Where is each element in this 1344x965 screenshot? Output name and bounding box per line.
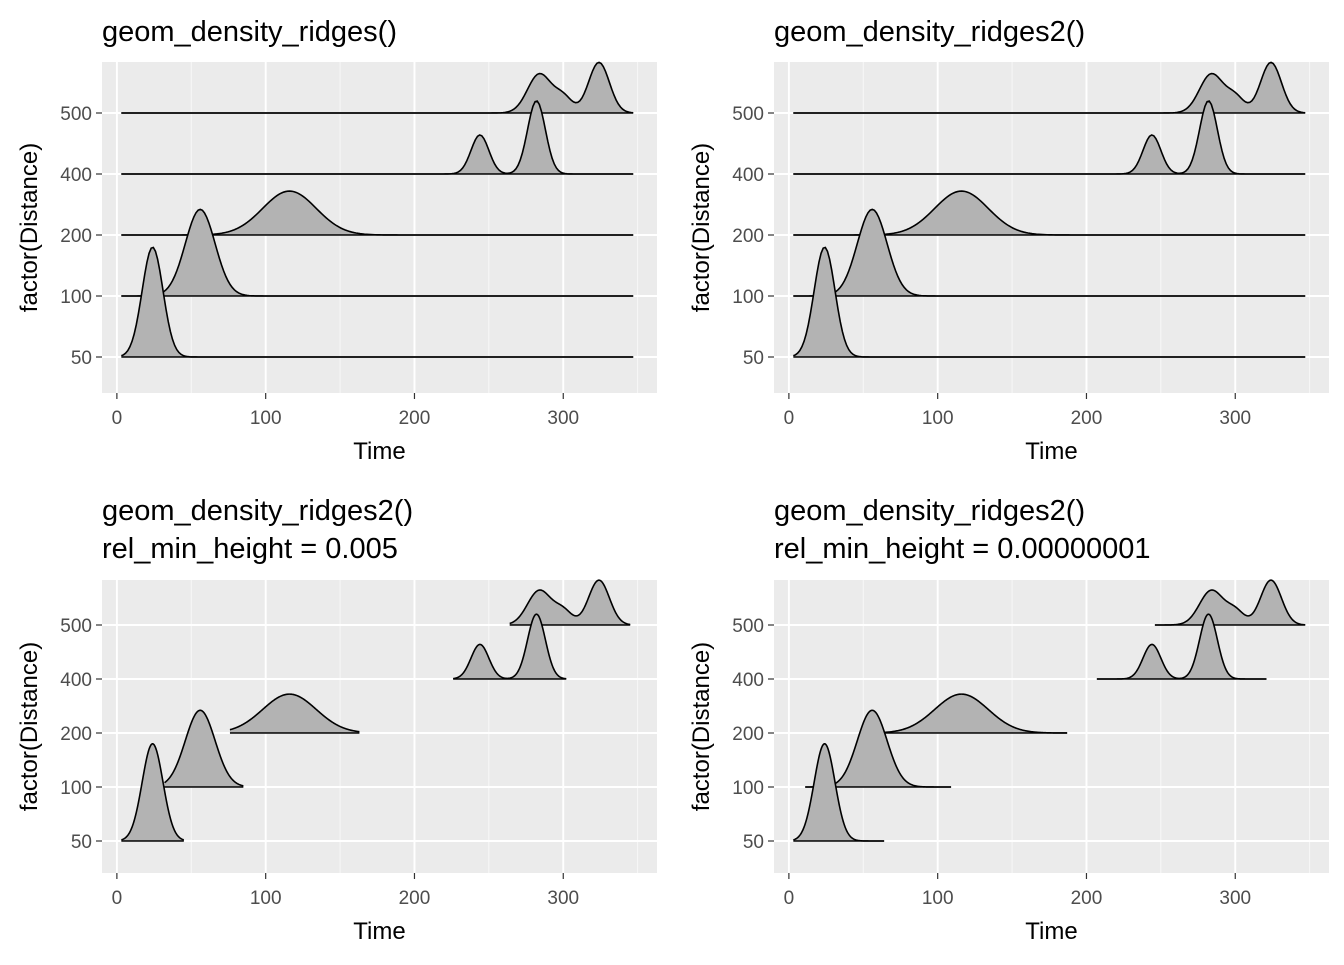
chart-title: geom_density_ridges2() (774, 495, 1085, 527)
y-tick-label: 200 (60, 724, 92, 745)
ridge-outline-500 (509, 579, 631, 626)
y-axis-label: factor(Distance) (16, 143, 43, 312)
ridge-fill-500 (1154, 580, 1306, 625)
chart-title: geom_density_ridges2() (102, 495, 413, 527)
y-tick-label: 500 (732, 104, 764, 125)
y-tick-label: 50 (71, 348, 92, 369)
chart-panel-3: 50 100 200 400 500 0 100 200 300 Time factor(Dista… (16, 495, 657, 945)
x-tick-label: 100 (922, 408, 954, 429)
ridge-fill-50 (793, 247, 1306, 357)
y-axis-label: factor(Distance) (688, 642, 715, 811)
x-tick-label: 300 (547, 408, 579, 429)
y-axis-label: factor(Distance) (688, 143, 715, 312)
chart-title: geom_density_ridges2() (774, 16, 1085, 48)
ridge-outline-500 (1154, 579, 1306, 626)
ridge-fill-100 (805, 710, 952, 787)
y-tick-label: 500 (60, 616, 92, 637)
x-axis-label: Time (353, 438, 405, 465)
chart-title: geom_density_ridges() (102, 16, 397, 48)
ridge-fill-200 (229, 694, 360, 733)
ridge-fill-400 (121, 101, 634, 174)
ridge-fill-100 (793, 209, 1306, 296)
ridge-fill-50 (121, 743, 184, 841)
y-tick-label: 400 (60, 165, 92, 186)
chart-panel-2: 50 100 200 400 500 0 100 200 300 Time factor(Dista… (688, 16, 1329, 465)
y-tick-label: 50 (71, 832, 92, 853)
x-tick-label: 0 (784, 408, 795, 429)
ridge-outline-400 (453, 613, 567, 680)
x-tick-label: 0 (784, 888, 795, 909)
ridge-fill-200 (882, 694, 1068, 733)
ridge-fill-50 (121, 247, 634, 357)
x-axis-label: Time (1025, 918, 1077, 945)
x-tick-label: 200 (1071, 408, 1103, 429)
x-tick-label: 0 (112, 408, 123, 429)
ridge-fill-100 (121, 209, 634, 296)
ridge-fill-500 (121, 62, 634, 113)
ridge-outline-200 (229, 693, 360, 733)
x-tick-label: 0 (112, 888, 123, 909)
ridge-outline-100 (164, 709, 244, 787)
x-tick-label: 200 (1071, 888, 1103, 909)
y-tick-label: 500 (732, 616, 764, 637)
x-tick-label: 200 (399, 888, 431, 909)
x-tick-label: 300 (1219, 888, 1251, 909)
y-tick-label: 400 (60, 670, 92, 691)
ridge-fill-200 (793, 191, 1306, 235)
chart-subtitle: rel_min_height = 0.005 (102, 533, 398, 565)
ridge-fill-500 (509, 580, 631, 625)
y-tick-label: 100 (60, 287, 92, 308)
y-tick-label: 200 (60, 226, 92, 247)
y-tick-label: 100 (732, 778, 764, 799)
y-tick-label: 50 (743, 348, 764, 369)
x-tick-label: 200 (399, 408, 431, 429)
y-tick-label: 400 (732, 670, 764, 691)
y-tick-label: 50 (743, 832, 764, 853)
x-axis-label: Time (1025, 438, 1077, 465)
y-tick-label: 400 (732, 165, 764, 186)
x-tick-label: 300 (547, 888, 579, 909)
x-axis-label: Time (353, 918, 405, 945)
ridge-fill-200 (121, 191, 634, 235)
y-axis-label: factor(Distance) (16, 642, 43, 811)
x-tick-label: 100 (250, 408, 282, 429)
y-tick-label: 100 (60, 778, 92, 799)
ridge-outline-50 (121, 742, 185, 841)
ridge-fill-400 (793, 101, 1306, 174)
x-tick-label: 300 (1219, 408, 1251, 429)
ridge-fill-50 (793, 743, 885, 841)
y-tick-label: 200 (732, 226, 764, 247)
ridge-fill-400 (453, 614, 567, 679)
x-tick-label: 100 (250, 888, 282, 909)
chart-panel-4: 50 100 200 400 500 0 100 200 300 Time factor(Dista… (688, 495, 1329, 945)
y-tick-label: 200 (732, 724, 764, 745)
ridge-fill-100 (164, 710, 244, 787)
x-tick-label: 100 (922, 888, 954, 909)
ridge-fill-500 (793, 62, 1306, 113)
y-tick-label: 500 (60, 104, 92, 125)
chart-subtitle: rel_min_height = 0.00000001 (774, 533, 1151, 565)
y-tick-label: 100 (732, 287, 764, 308)
chart-panel-1: 50 100 200 400 500 0 100 200 300 Time factor(Dista… (16, 16, 657, 465)
